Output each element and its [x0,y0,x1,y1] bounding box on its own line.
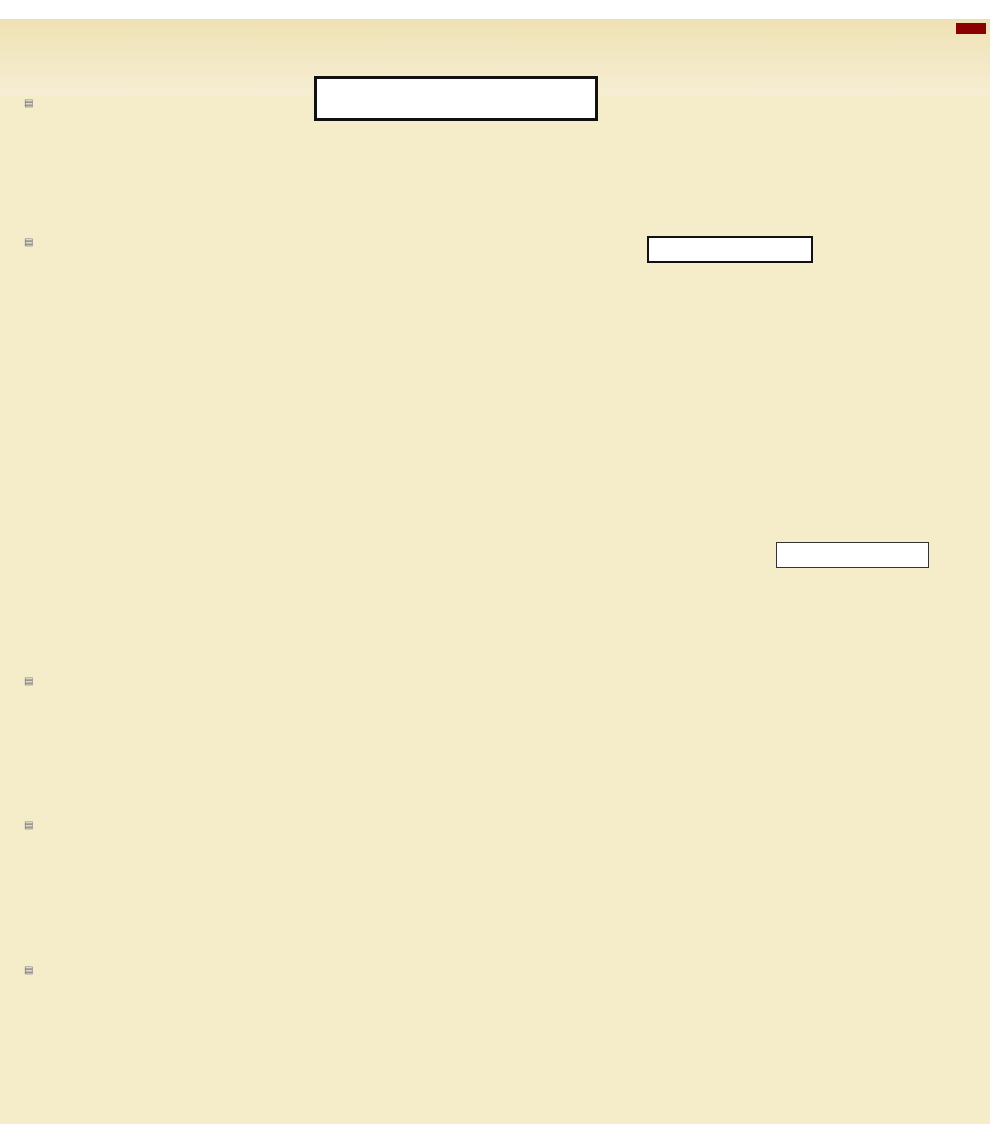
price-panel-label: ▤ [24,236,41,248]
indicator-icon: ▤ [24,98,34,109]
indicator-icon: ▤ [24,820,34,831]
indicator-icon: ▤ [24,237,34,248]
ma25-legend [30,264,34,276]
indicator-icon: ▤ [24,965,34,976]
sell-target-callout [647,236,813,263]
indicator-icon: ▤ [24,676,34,687]
rsi-panel-label: ▤ [24,97,41,109]
stochastic-panel-label: ▤ [24,819,41,831]
buy-note-callout [776,542,929,568]
corner-chip [956,23,986,34]
chart-title-overlay [314,76,598,121]
top-bar [0,0,990,20]
volume-panel-label: ▤ [24,675,41,687]
ma10-legend [30,250,34,262]
macd-panel-label: ▤ [24,964,41,976]
